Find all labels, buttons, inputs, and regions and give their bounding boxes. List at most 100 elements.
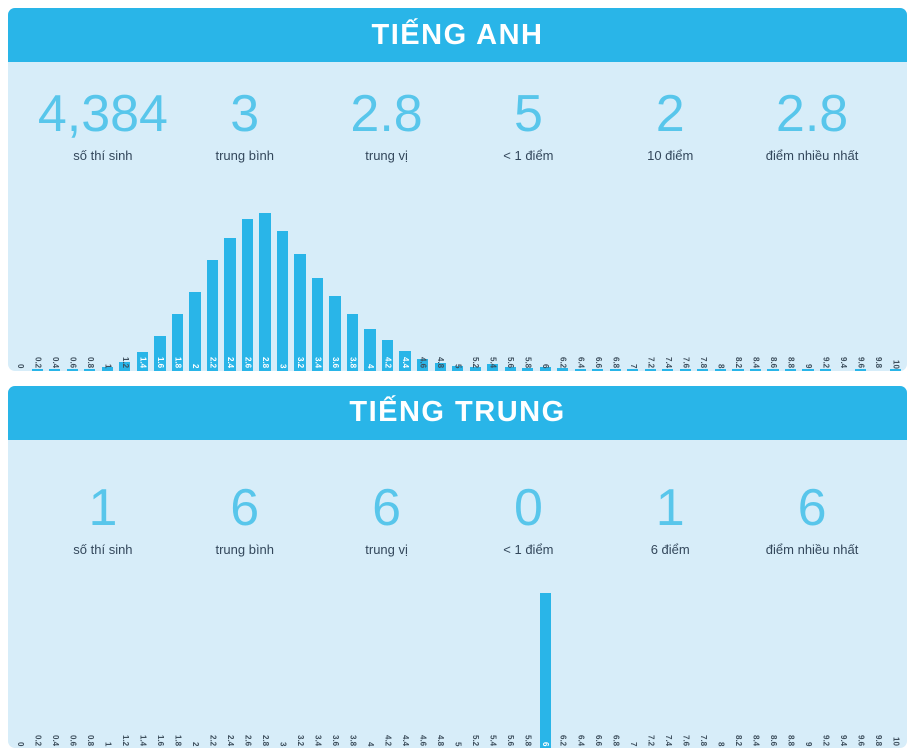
histogram-bar [469,366,481,371]
histogram-slot: 4 [361,593,379,748]
stat-top-score-count: 1 6 điểm [599,482,741,557]
stat-top-score-count-value: 2 [655,85,685,143]
stat-below-one-point-label: < 1 điểm [503,541,554,557]
histogram-bar [767,369,779,371]
histogram-slot: 4.4 [396,213,414,371]
histogram-slot: 3.8 [344,593,362,748]
x-axis-tick-label: 2.4 [225,734,235,746]
x-axis-tick-label: 4 [366,741,376,746]
histogram-bar [364,329,376,371]
histogram-bar [154,335,166,371]
stat-median-label: trung vị [365,541,408,557]
x-axis-tick-label: 3.2 [296,357,305,369]
histogram-bar [889,369,902,371]
stat-median-value: 6 [372,478,402,537]
histogram-slot: 9.8 [869,213,887,371]
histogram-slot: 0.6 [64,213,82,371]
x-axis-tick-label: 6.4 [576,357,586,369]
histogram-slot: 4.8 [431,593,449,748]
histogram-slot: 5.6 [501,593,519,748]
histogram-bar [31,369,43,371]
histogram-slot: 0.8 [81,213,99,371]
x-axis-tick-label: 9.8 [874,357,884,369]
histogram-slot: 9.4 [834,593,852,748]
histogram-bar [749,369,762,371]
histogram-slot: 2.2 [204,213,222,371]
stat-below-one-point-value: 5 [513,85,543,143]
x-axis-tick-label: 6.4 [576,734,586,746]
stat-mean: 6 trung bình [174,482,316,557]
x-axis-tick-label: 9.8 [874,734,884,746]
x-axis-tick-label: 7.4 [663,734,673,746]
x-axis-tick-label: 1 [103,364,113,369]
histogram-bar [119,362,131,371]
histogram-slot: 1.2 [116,213,134,371]
histogram-slot: 7.2 [642,593,660,748]
histogram-slot: 8.4 [747,593,765,748]
x-axis-tick-label: 3 [278,741,288,746]
histogram-slot: 2.4 [221,213,239,371]
histogram-slot: 7.8 [694,213,712,371]
stat-top-score-count: 2 10 điểm [599,88,741,163]
x-axis-tick-label: 3.4 [313,357,323,369]
stat-top-score-count-label: 6 điểm [650,541,690,557]
stat-mean-value: 3 [230,85,260,143]
stat-median: 2.8 trung vị [316,88,458,163]
x-axis-tick-label: 5.2 [471,734,481,746]
x-axis-tick-label: 7.6 [681,734,691,746]
x-axis-tick-label: 9 [803,364,813,369]
histogram-slot: 0.2 [29,593,47,748]
histogram-slot: 0.8 [81,593,99,748]
x-axis-tick-label: 4.8 [436,357,446,369]
histogram-slot: 3.4 [309,213,327,371]
x-axis-tick-label: 5 [453,741,463,746]
histogram-slot: 5.8 [519,593,537,748]
histogram-bar [609,369,621,371]
x-axis-tick-label: 3.6 [331,734,341,746]
x-axis-tick-label: 4.8 [436,734,446,746]
histogram-slot: 6.4 [572,593,590,748]
histogram-bar [311,277,324,371]
stat-median-label: trung vị [365,148,408,163]
histogram-slot: 1.8 [169,213,187,371]
histogram-slot: 2 [186,593,204,748]
histogram-slot: 4.8 [431,213,449,371]
stat-mode: 2.8 điểm nhiều nhất [741,88,883,163]
histogram-slot: 3 [274,213,292,371]
histogram-bar [802,369,814,371]
x-axis-tick-label: 9.2 [821,734,831,746]
x-axis-tick-label: 3.8 [348,357,358,369]
stat-mean-label: trung bình [215,148,275,163]
histogram-slot: 9 [799,213,817,371]
x-axis-tick-label: 7.8 [698,734,708,746]
histogram-bar [294,253,306,371]
x-axis-tick-label: 7.2 [646,734,656,746]
histogram-slot: 3 [274,593,292,748]
histogram-bar [329,296,341,371]
x-axis-tick-label: 6 [541,364,551,369]
stat-below-one-point-value: 0 [513,478,543,537]
x-axis-tick-label: 1.6 [155,734,165,746]
x-axis-tick-label: 6.6 [593,357,603,369]
histogram-slot: 3.6 [326,213,344,371]
x-axis-tick-label: 2.6 [243,357,253,369]
x-axis-tick-label: 1.8 [173,357,183,369]
x-axis-tick-label: 6.6 [593,734,603,746]
panel-header-tieng-trung: TIẾNG TRUNG [8,385,907,440]
x-axis-tick-label: 1.4 [138,734,148,746]
histogram-slot: 7.6 [677,213,695,371]
x-axis-tick-label: 0 [15,741,25,746]
x-axis-tick-label: 8.2 [733,734,743,746]
histogram-slot: 4.6 [414,593,432,748]
x-axis-tick-label: 9.4 [838,734,848,746]
x-axis-tick-label: 8.4 [751,357,761,369]
stat-candidates-label: số thí sinh [73,541,133,557]
stat-mode-label: điểm nhiều nhất [765,541,859,557]
histogram-bar [557,367,569,371]
histogram-slot: 0 [11,593,29,748]
histogram-bar [697,369,709,371]
stat-mode: 6 điểm nhiều nhất [741,482,883,557]
stat-below-one-point-label: < 1 điểm [503,148,554,163]
stat-mode-label: điểm nhiều nhất [765,148,859,163]
x-axis-tick-label: 0.4 [50,734,60,746]
